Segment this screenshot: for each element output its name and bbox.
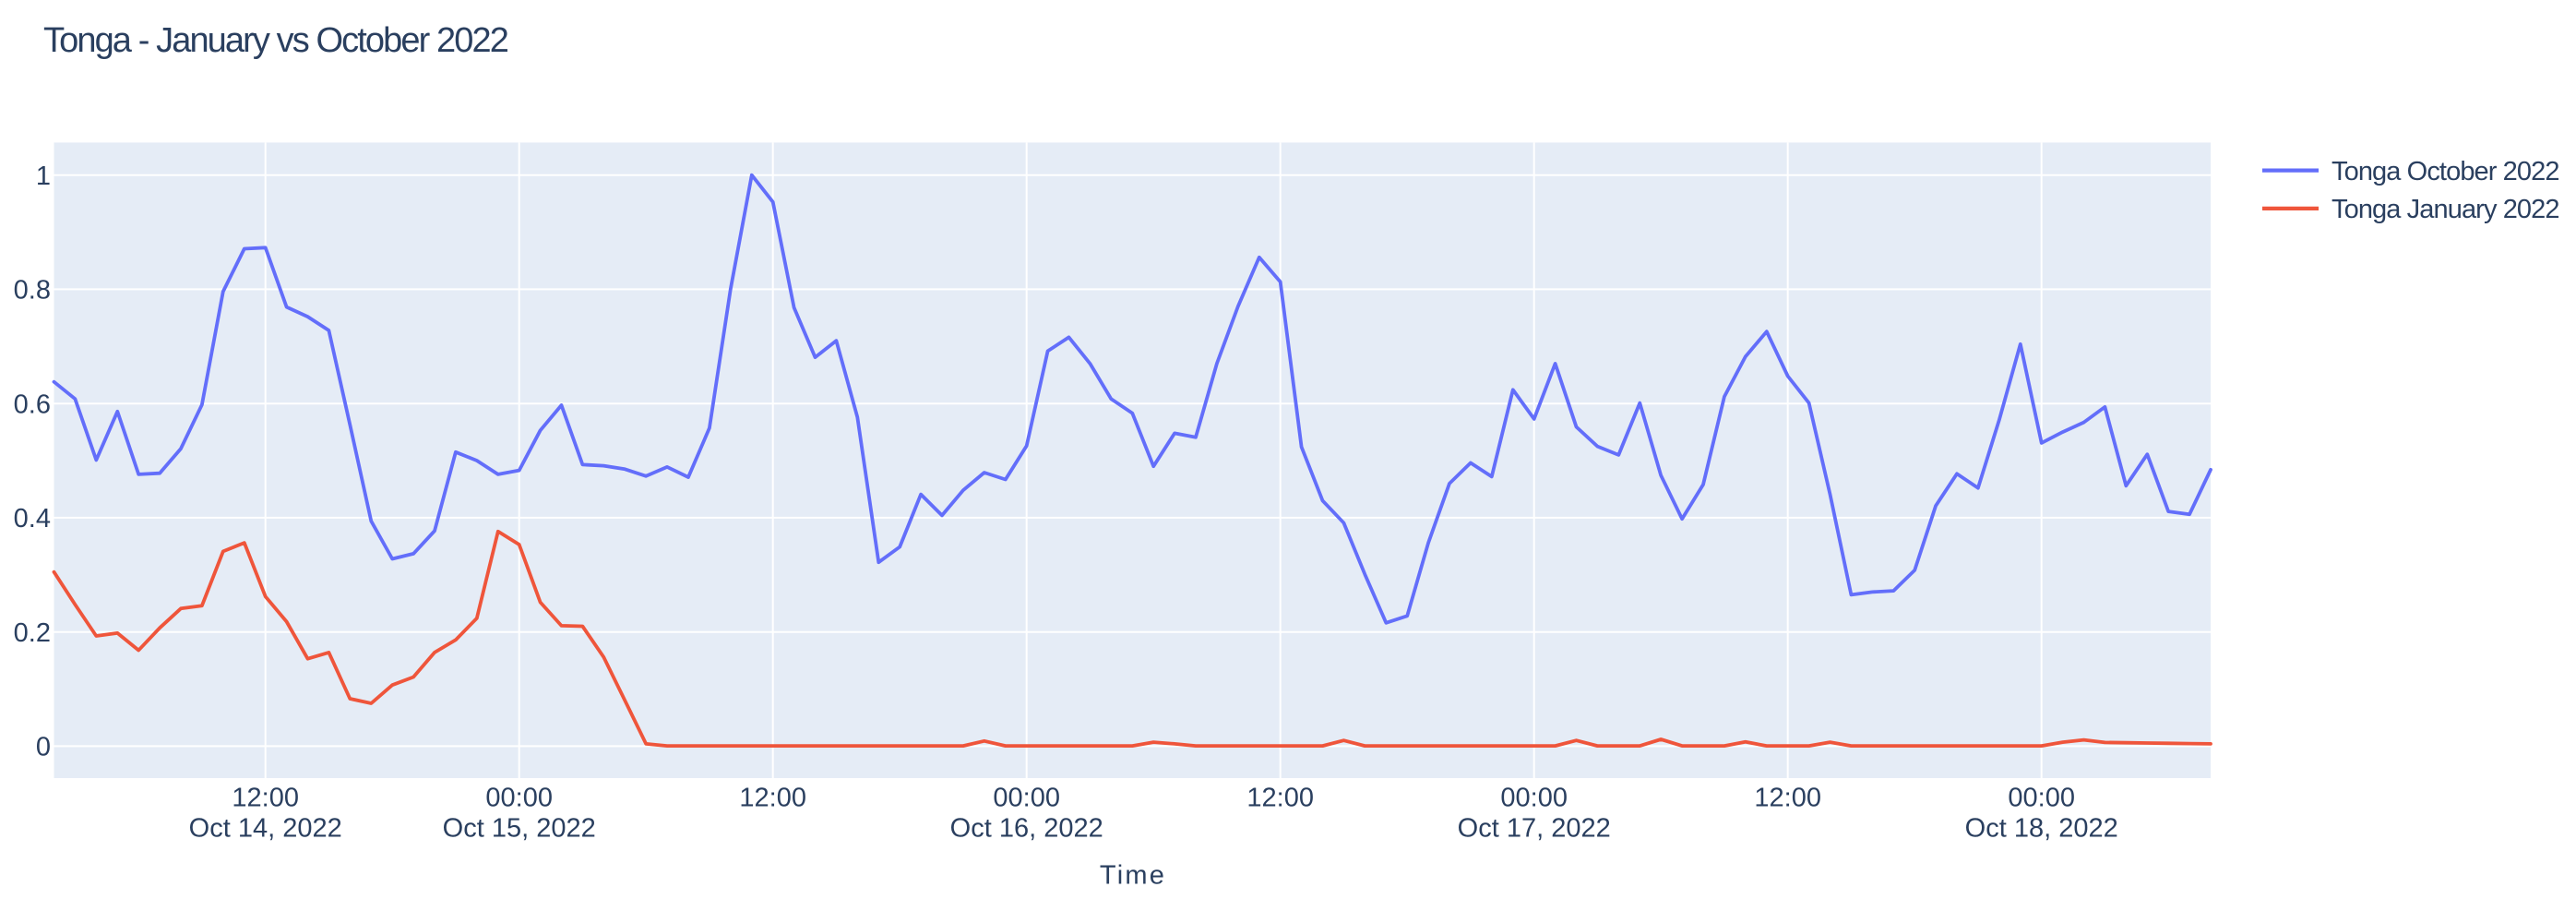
svg-text:Tonga January 2022: Tonga January 2022 <box>2332 195 2559 224</box>
svg-text:Oct 17, 2022: Oct 17, 2022 <box>1458 814 1611 844</box>
svg-text:Tonga October 2022: Tonga October 2022 <box>2332 157 2559 186</box>
svg-text:Oct 15, 2022: Oct 15, 2022 <box>443 814 596 844</box>
svg-text:Tonga - January vs October 202: Tonga - January vs October 2022 <box>43 21 508 60</box>
svg-text:00:00: 00:00 <box>993 784 1060 813</box>
svg-text:1: 1 <box>36 162 51 191</box>
svg-text:0.4: 0.4 <box>14 504 51 533</box>
svg-text:Oct 16, 2022: Oct 16, 2022 <box>950 814 1103 844</box>
svg-text:00:00: 00:00 <box>485 784 553 813</box>
svg-text:12:00: 12:00 <box>1754 784 1821 813</box>
svg-text:0: 0 <box>36 733 51 762</box>
svg-text:Oct 14, 2022: Oct 14, 2022 <box>189 814 342 844</box>
svg-text:Time: Time <box>1100 861 1166 891</box>
svg-text:12:00: 12:00 <box>1246 784 1314 813</box>
svg-text:0.8: 0.8 <box>14 276 51 306</box>
svg-text:00:00: 00:00 <box>2008 784 2075 813</box>
svg-text:00:00: 00:00 <box>1500 784 1568 813</box>
svg-text:Oct 18, 2022: Oct 18, 2022 <box>1965 814 2118 844</box>
svg-text:12:00: 12:00 <box>739 784 806 813</box>
svg-text:12:00: 12:00 <box>232 784 299 813</box>
svg-text:0.2: 0.2 <box>14 618 51 648</box>
svg-text:0.6: 0.6 <box>14 390 51 419</box>
